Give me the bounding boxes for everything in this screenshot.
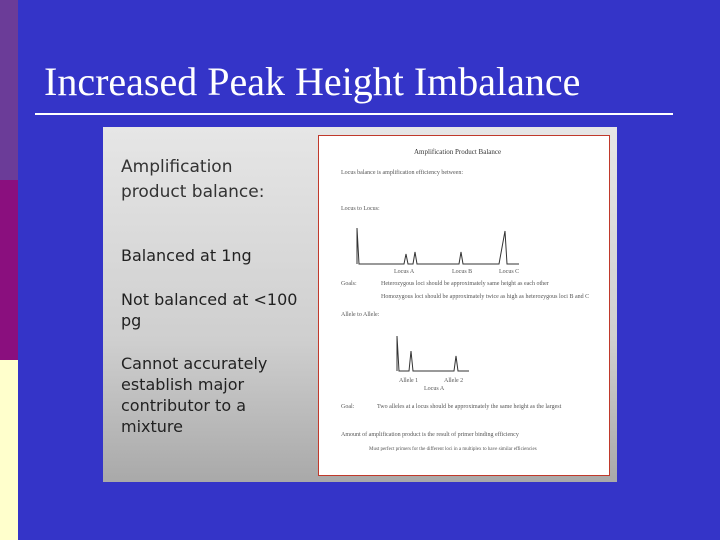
doc-line: Amount of amplification product is the r… [341, 431, 519, 438]
point: Cannot accurately establish major contri… [121, 354, 268, 436]
doc-line: Allele to Allele: [341, 312, 380, 318]
point: Not balanced at <100 pg [121, 290, 298, 330]
doc-line: Goal: [341, 404, 355, 410]
doc-heading: Amplification Product Balance [414, 148, 501, 156]
doc-line: Locus to Locus: [341, 206, 380, 212]
document-drawing: Amplification Product Balance Locus bala… [341, 148, 589, 452]
doc-line: Homozygous loci should be approximately … [381, 294, 589, 300]
slide-title: Increased Peak Height Imbalance [44, 59, 581, 104]
title-rule [35, 113, 673, 115]
doc-line: Heterozygous loci should be approximatel… [381, 281, 549, 287]
point: Balanced at 1ng [121, 246, 252, 265]
doc-label: Locus C [499, 269, 519, 275]
doc-line: Goals: [341, 281, 357, 287]
doc-label: Locus A [424, 386, 445, 392]
strip [0, 360, 18, 540]
electropherogram [396, 335, 469, 372]
document-image: Amplification Product Balance Locus bala… [318, 135, 610, 476]
doc-label: Allele 1 [399, 378, 418, 384]
doc-label: Locus A [394, 269, 415, 275]
doc-line: Must perfect primers for the different l… [369, 447, 537, 452]
doc-line: Two alleles at a locus should be approxi… [377, 404, 562, 410]
strip [0, 0, 18, 180]
image-panel: Amplification product balance: Balanced … [103, 127, 617, 482]
doc-line: Locus balance is amplification efficienc… [341, 169, 463, 176]
strip [0, 180, 18, 360]
doc-label: Locus B [452, 269, 472, 275]
doc-label: Allele 2 [444, 378, 463, 384]
electropherogram [356, 227, 519, 265]
point: Amplification product balance: [121, 157, 265, 202]
